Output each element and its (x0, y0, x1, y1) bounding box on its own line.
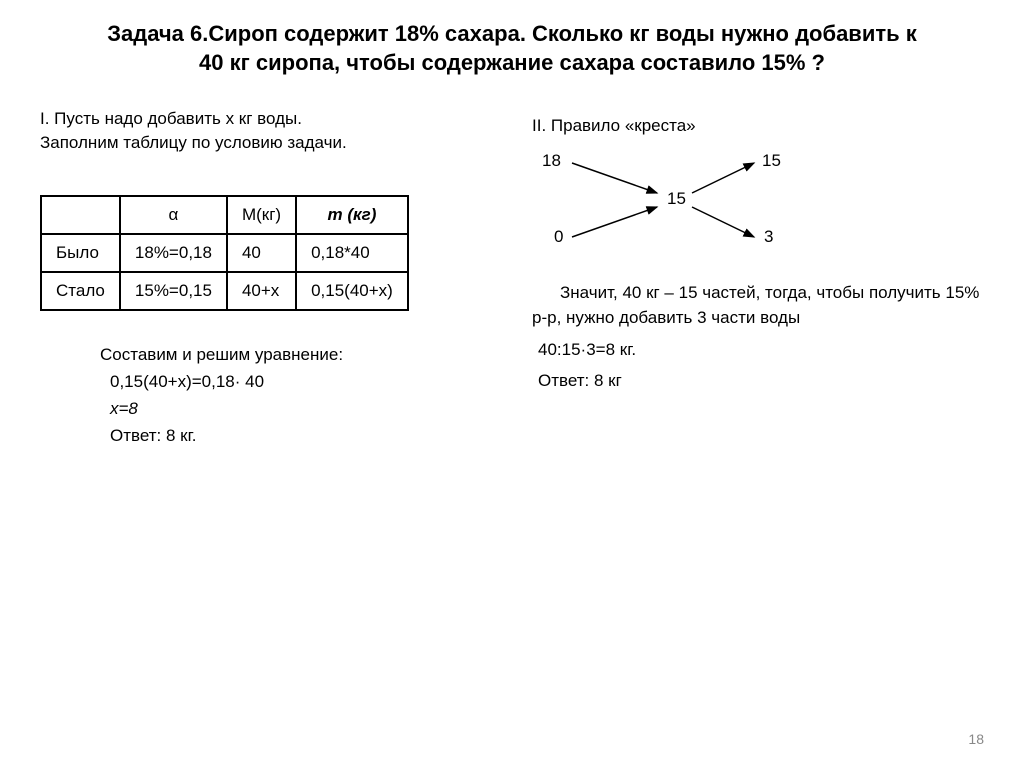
intro-line-2: Заполним таблицу по условию задачи. (40, 133, 347, 152)
data-table: α М(кг) m (кг) Было 18%=0,18 40 0,18*40 … (40, 195, 409, 311)
th-alpha: α (120, 196, 227, 234)
cell-row2-m: 0,15(40+x) (296, 272, 408, 310)
th-M: М(кг) (227, 196, 296, 234)
th-m: m (кг) (296, 196, 408, 234)
cross-center: 15 (667, 189, 686, 209)
page-title: Задача 6.Сироп содержит 18% сахара. Скол… (102, 20, 922, 77)
right-column: II. Правило «креста» 18 15 15 0 3 Значит… (522, 107, 984, 449)
intro-text: I. Пусть надо добавить x кг воды. Заполн… (40, 107, 492, 155)
equation-block: Составим и решим уравнение: 0,15(40+х)=0… (100, 341, 492, 450)
page-number: 18 (968, 731, 984, 747)
cell-row2-label: Стало (41, 272, 120, 310)
calculation: 40:15·3=8 кг. (538, 337, 984, 363)
left-column: I. Пусть надо добавить x кг воды. Заполн… (40, 107, 492, 449)
cross-bottom-right: 3 (764, 227, 773, 247)
cross-top-left: 18 (542, 151, 561, 171)
cross-diagram: 18 15 15 0 3 (532, 145, 812, 255)
cell-row1-alpha: 18%=0,18 (120, 234, 227, 272)
cell-row2-M: 40+x (227, 272, 296, 310)
eq-line-2: x=8 (110, 395, 492, 422)
cell-row2-alpha: 15%=0,15 (120, 272, 227, 310)
content-columns: I. Пусть надо добавить x кг воды. Заполн… (40, 107, 984, 449)
cell-row1-M: 40 (227, 234, 296, 272)
cross-top-right: 15 (762, 151, 781, 171)
table-row: Стало 15%=0,15 40+x 0,15(40+x) (41, 272, 408, 310)
cell-row1-m: 0,18*40 (296, 234, 408, 272)
answer: Ответ: 8 кг (538, 368, 984, 394)
intro-line-1: I. Пусть надо добавить x кг воды. (40, 109, 302, 128)
conclusion-text: Значит, 40 кг – 15 частей, тогда, чтобы … (532, 280, 984, 331)
eq-title: Составим и решим уравнение: (100, 341, 492, 368)
table-header-row: α М(кг) m (кг) (41, 196, 408, 234)
eq-line-1: 0,15(40+х)=0,18· 40 (110, 368, 492, 395)
cell-row1-label: Было (41, 234, 120, 272)
th-blank (41, 196, 120, 234)
cross-bottom-left: 0 (554, 227, 563, 247)
eq-answer: Ответ: 8 кг. (110, 422, 492, 449)
table-row: Было 18%=0,18 40 0,18*40 (41, 234, 408, 272)
rule-title: II. Правило «креста» (532, 113, 984, 139)
